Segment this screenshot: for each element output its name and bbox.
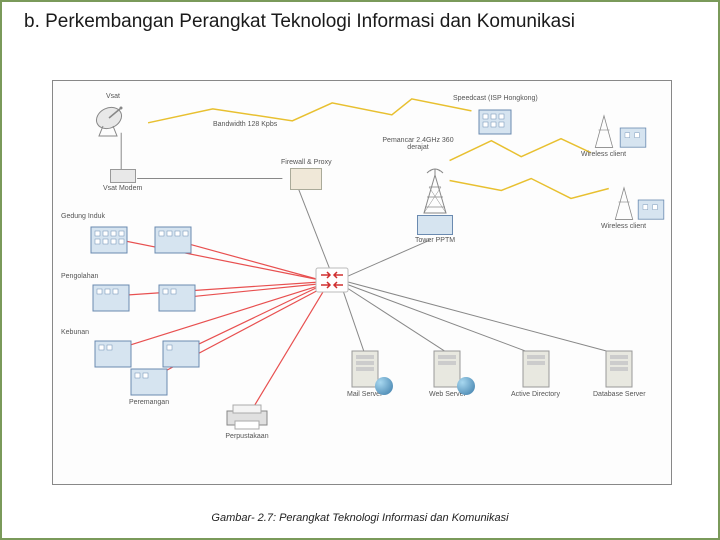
building-icon [153, 223, 193, 255]
pengolahan-label: Pengolahan [61, 273, 98, 280]
building-icon [157, 281, 197, 313]
server-icon [602, 349, 636, 389]
building-icon [91, 281, 131, 313]
building-icon [93, 337, 133, 369]
tower-icon [612, 183, 636, 221]
figure-caption: Gambar- 2.7: Perangkat Teknologi Informa… [2, 512, 718, 524]
printer-icon [223, 403, 271, 431]
vsat-node: Vsat [93, 93, 133, 138]
switch-node [315, 267, 349, 293]
modem-icon [110, 169, 136, 183]
db-server-node: Database Server [593, 349, 646, 398]
satellite-dish-icon [93, 102, 133, 138]
pengolahan-2 [157, 281, 197, 313]
gedung-induk-1 [89, 223, 129, 255]
pemancar-label: Pemancar 2.4GHz 360 derajat [373, 137, 463, 151]
gedung-induk-2 [153, 223, 193, 255]
pengolahan-1 [91, 281, 131, 313]
peremangan-label: Peremangan [129, 399, 169, 406]
diagram-frame: Vsat Speedcast (ISP Hongkong) Vsat Modem… [52, 80, 672, 485]
firewall-icon [290, 168, 322, 190]
globe-icon [457, 377, 475, 395]
switch-icon [315, 267, 349, 293]
wireless-building-2 [635, 195, 667, 221]
vsat-modem-node: Vsat Modem [103, 169, 142, 192]
tower-label: Tower PPTM [415, 237, 455, 244]
kebunan-label: Kebunan [61, 329, 89, 336]
building-icon [635, 195, 667, 221]
modem-label: Vsat Modem [103, 185, 142, 192]
tower-base-icon [417, 215, 453, 235]
wireless-label-1: Wireless client [581, 151, 626, 158]
vsat-label: Vsat [106, 93, 120, 100]
tower-icon [592, 111, 616, 149]
peremangan-node: Peremangan [129, 365, 169, 406]
perpustakaan-node: Perpustakaan [223, 403, 271, 440]
tower-pptm-node: Tower PPTM [415, 167, 455, 244]
ad-server-node: Active Directory [511, 349, 560, 398]
wireless-building-1 [617, 123, 649, 149]
ad-label: Active Directory [511, 391, 560, 398]
firewall-node: Firewall & Proxy [281, 159, 332, 190]
connection-lines [53, 81, 671, 484]
firewall-label: Firewall & Proxy [281, 159, 332, 166]
kebunan-1 [93, 337, 133, 369]
gedung-induk-label: Gedung Induk [61, 213, 105, 220]
building-icon [475, 104, 515, 136]
building-icon [129, 365, 169, 397]
tower-icon [420, 167, 450, 215]
bandwidth-label: Bandwidth 128 Kpbs [213, 121, 277, 128]
db-label: Database Server [593, 391, 646, 398]
page-title: b. Perkembangan Perangkat Teknologi Info… [24, 10, 575, 35]
server-icon [519, 349, 553, 389]
speedcast-label: Speedcast (ISP Hongkong) [453, 95, 538, 102]
wireless-label-2: Wireless client [601, 223, 646, 230]
globe-icon [375, 377, 393, 395]
speedcast-node: Speedcast (ISP Hongkong) [453, 95, 538, 136]
building-icon [89, 223, 129, 255]
building-icon [617, 123, 649, 149]
perpustakaan-label: Perpustakaan [225, 433, 268, 440]
